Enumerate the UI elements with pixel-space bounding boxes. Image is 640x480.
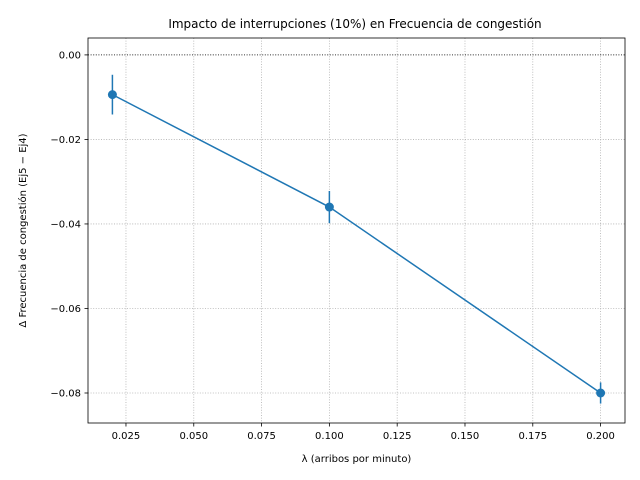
x-tick-label: 0.025 — [112, 431, 141, 442]
data-point — [596, 388, 606, 398]
x-tick-label: 0.175 — [518, 431, 547, 442]
data-point — [107, 90, 117, 100]
grid — [88, 38, 625, 423]
x-tick-label: 0.125 — [383, 431, 412, 442]
x-tick-label: 0.200 — [586, 431, 615, 442]
y-tick-label: −0.04 — [50, 220, 81, 231]
y-tick-label: 0.00 — [59, 51, 81, 62]
y-tick-label: −0.08 — [50, 389, 81, 400]
axes-frame — [87, 37, 626, 424]
x-tick-label: 0.050 — [179, 431, 208, 442]
y-tick-label: −0.02 — [50, 135, 81, 146]
axis-ticks: 0.025 0.050 0.075 0.100 0.125 0.150 0.175 0.200… — [50, 51, 615, 442]
chart-title: Impacto de interrupciones (10%) en Frecu… — [168, 17, 541, 31]
x-axis-label: λ (arribos por minuto) — [302, 454, 412, 465]
x-tick-label: 0.150 — [451, 431, 480, 442]
y-axis-label: Δ Frecuencia de congestión (Ej5 − Ej4) — [17, 133, 29, 327]
plot-area — [107, 74, 606, 404]
data-point — [324, 202, 334, 212]
x-tick-label: 0.075 — [247, 431, 276, 442]
x-tick-label: 0.100 — [315, 431, 344, 442]
y-tick-label: −0.06 — [50, 304, 81, 315]
